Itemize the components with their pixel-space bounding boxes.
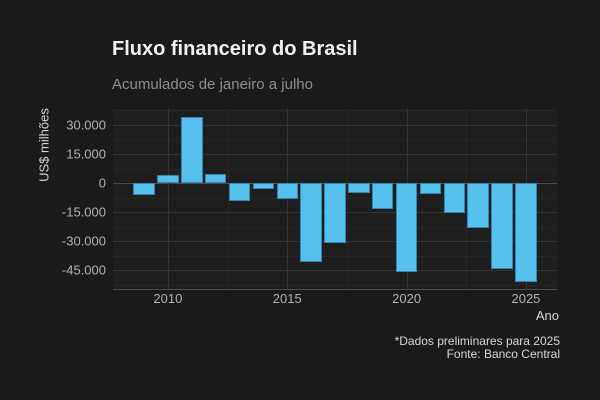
bar-2025	[515, 183, 537, 282]
bar-2021	[419, 183, 442, 194]
y-gridline-minor	[113, 255, 557, 257]
bar-2020	[395, 183, 418, 273]
y-axis-title: US$ milhões	[36, 108, 52, 182]
bar-2019	[372, 183, 394, 210]
x-tick-label: 2025	[511, 291, 541, 306]
x-gridline-minor	[346, 109, 348, 289]
y-tick-label: 0	[98, 175, 106, 191]
plot-panel	[113, 109, 557, 290]
bar-2022	[443, 183, 466, 214]
bar-2015	[276, 183, 298, 199]
y-gridline-minor	[113, 168, 557, 170]
x-gridline-major	[167, 109, 169, 289]
bar-2018	[348, 183, 370, 193]
chart-subtitle: Acumulados de janeiro a julho	[112, 76, 313, 93]
bar-2009	[133, 183, 155, 195]
y-gridline-major	[113, 154, 557, 156]
chart-source: Fonte: Banco Central	[446, 347, 560, 361]
x-gridline-major	[287, 109, 289, 289]
x-tick-label: 2015	[272, 291, 302, 306]
y-gridline-minor	[113, 139, 557, 141]
bar-2014	[252, 183, 275, 189]
x-axis-title: Ano	[535, 308, 559, 323]
bar-2024	[491, 183, 513, 270]
chart-title: Fluxo financeiro do Brasil	[112, 38, 358, 60]
y-gridline-minor	[113, 284, 557, 286]
bar-2012	[204, 174, 227, 184]
x-gridline-minor	[466, 109, 468, 289]
x-gridline-minor	[227, 109, 229, 289]
chart-footnote: *Dados preliminares para 2025	[394, 334, 560, 348]
x-tick-label: 2010	[153, 291, 183, 306]
bar-2011	[181, 117, 203, 184]
y-tick-label: 30.000	[66, 117, 106, 133]
x-tick-label: 2020	[392, 291, 422, 306]
bar-2010	[157, 175, 179, 184]
y-tick-label: 15.000	[66, 146, 106, 162]
y-gridline-major	[113, 124, 557, 126]
bar-2017	[324, 183, 346, 244]
bar-2013	[228, 183, 251, 201]
bar-2023	[467, 183, 489, 228]
y-gridline-major	[113, 270, 557, 272]
y-gridline-minor	[113, 110, 557, 112]
y-tick-label: -30.000	[61, 233, 106, 249]
y-tick-label: -15.000	[61, 204, 106, 220]
y-tick-label: -45.000	[61, 262, 106, 278]
bar-2016	[300, 183, 322, 262]
